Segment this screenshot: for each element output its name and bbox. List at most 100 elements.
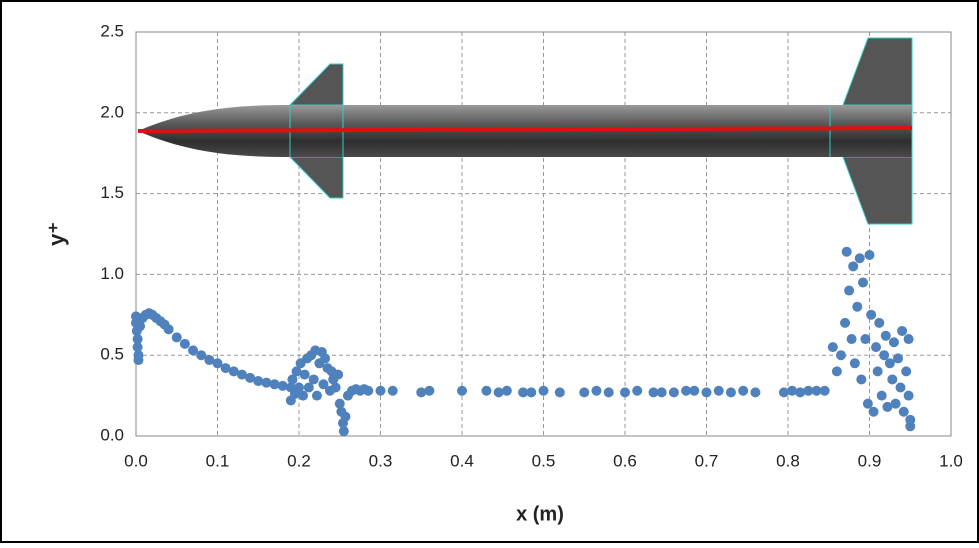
point bbox=[261, 377, 272, 388]
point bbox=[656, 387, 667, 398]
point bbox=[811, 385, 822, 396]
point bbox=[901, 366, 912, 377]
point bbox=[308, 374, 319, 385]
x-tick-label: 0.9 bbox=[858, 451, 882, 470]
point bbox=[220, 363, 231, 374]
point bbox=[868, 406, 879, 417]
point bbox=[862, 398, 873, 409]
point bbox=[416, 387, 427, 398]
point bbox=[294, 382, 304, 393]
x-axis-label: x (m) bbox=[516, 503, 564, 525]
x-tick-label: 0.4 bbox=[450, 451, 474, 470]
point bbox=[903, 334, 914, 345]
point bbox=[603, 387, 614, 398]
point bbox=[778, 387, 789, 398]
point bbox=[854, 253, 865, 264]
point bbox=[291, 366, 302, 377]
y-tick-label: 2.5 bbox=[100, 21, 124, 40]
point bbox=[827, 342, 838, 353]
y-tick-label: 1.5 bbox=[100, 183, 124, 202]
y-tick-label: 2.0 bbox=[100, 102, 124, 121]
point bbox=[856, 374, 867, 385]
point bbox=[795, 387, 806, 398]
point bbox=[905, 421, 916, 432]
point bbox=[848, 261, 859, 272]
x-tick-label: 0.2 bbox=[287, 451, 311, 470]
point bbox=[299, 369, 310, 380]
point bbox=[320, 353, 331, 364]
point bbox=[689, 385, 700, 396]
point bbox=[852, 301, 863, 312]
y-tick-label: 1.0 bbox=[100, 264, 124, 283]
point bbox=[857, 277, 868, 288]
x-tick-label: 0.0 bbox=[124, 451, 148, 470]
point bbox=[424, 385, 435, 396]
point bbox=[132, 334, 143, 345]
point bbox=[518, 387, 529, 398]
point bbox=[333, 369, 344, 380]
point bbox=[884, 358, 895, 369]
x-tick-label: 0.5 bbox=[532, 451, 556, 470]
point bbox=[303, 382, 314, 393]
point bbox=[620, 387, 630, 398]
point bbox=[171, 332, 182, 343]
point bbox=[363, 385, 374, 396]
point bbox=[835, 350, 846, 361]
plot-border bbox=[135, 31, 952, 437]
point bbox=[893, 353, 904, 364]
point bbox=[457, 385, 467, 396]
point bbox=[895, 382, 906, 393]
point bbox=[334, 398, 345, 409]
point bbox=[212, 358, 223, 369]
point bbox=[188, 345, 199, 356]
marks bbox=[131, 246, 916, 437]
point bbox=[245, 372, 256, 383]
point bbox=[860, 334, 871, 345]
point bbox=[874, 317, 885, 328]
point bbox=[387, 385, 398, 396]
point bbox=[163, 324, 174, 335]
point bbox=[481, 385, 492, 396]
point bbox=[287, 374, 298, 385]
x-tick-label: 0.3 bbox=[369, 451, 393, 470]
y-tick-label: 0.0 bbox=[100, 425, 124, 444]
point bbox=[876, 390, 887, 401]
point bbox=[135, 321, 146, 332]
point bbox=[750, 387, 761, 398]
point bbox=[849, 358, 860, 369]
point bbox=[840, 317, 851, 328]
point bbox=[880, 330, 891, 341]
point bbox=[648, 387, 659, 398]
point bbox=[897, 325, 908, 336]
point bbox=[787, 385, 798, 396]
point bbox=[591, 385, 602, 396]
point bbox=[844, 285, 855, 296]
point bbox=[871, 342, 882, 353]
point bbox=[632, 385, 643, 396]
point bbox=[311, 390, 322, 401]
point bbox=[681, 385, 692, 396]
point bbox=[554, 387, 565, 398]
point bbox=[253, 376, 264, 387]
point bbox=[713, 385, 724, 396]
point bbox=[269, 379, 280, 390]
rocket bbox=[137, 37, 913, 225]
point bbox=[890, 398, 901, 409]
point bbox=[898, 406, 909, 417]
x-tick-label: 1.0 bbox=[939, 451, 963, 470]
x-tick-label: 0.7 bbox=[695, 451, 719, 470]
point bbox=[375, 385, 386, 396]
x-tick-label: 0.1 bbox=[206, 451, 230, 470]
y-axis-label: y⁺ bbox=[44, 222, 69, 246]
point bbox=[701, 387, 712, 398]
point bbox=[882, 401, 893, 412]
point bbox=[179, 338, 190, 349]
x-tick-label: 0.6 bbox=[613, 451, 637, 470]
point bbox=[526, 387, 537, 398]
point bbox=[831, 366, 842, 377]
point bbox=[579, 387, 590, 398]
point bbox=[872, 366, 883, 377]
